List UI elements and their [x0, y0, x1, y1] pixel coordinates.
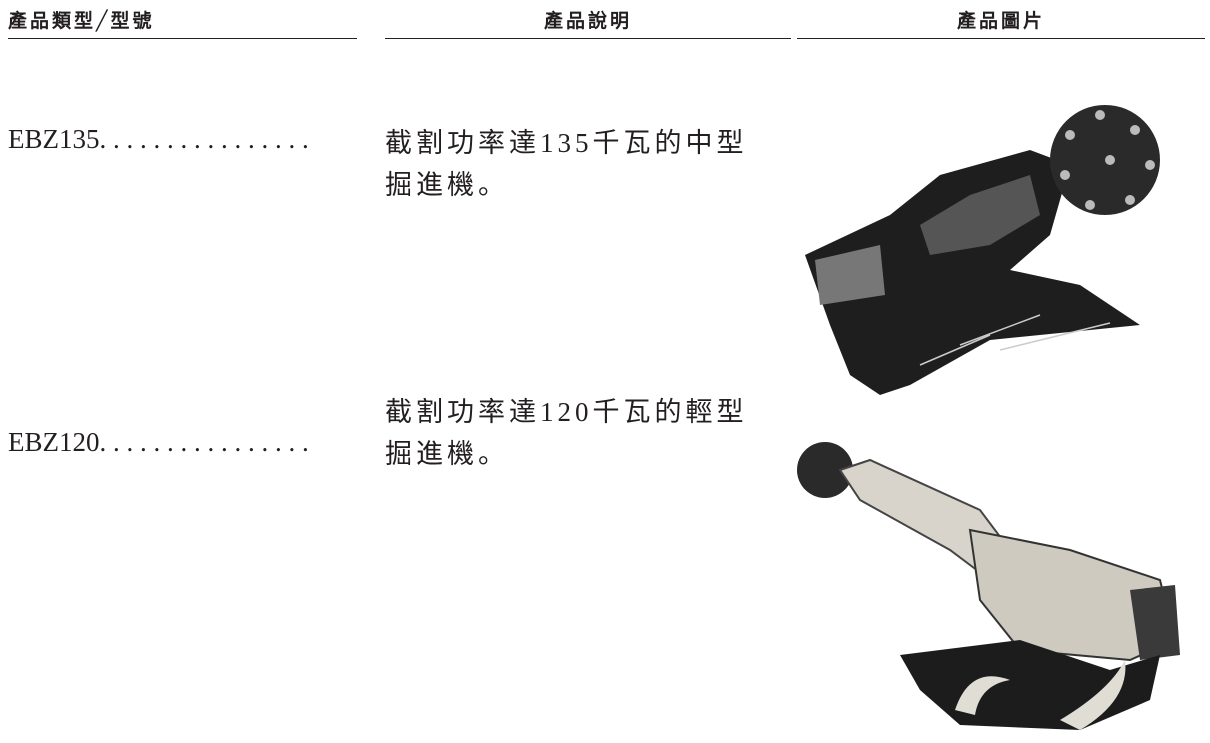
column-header: 產品說明 — [385, 6, 791, 39]
description: 截割功率達120千瓦的輕型掘進機。 — [385, 397, 748, 469]
column-header: 產品類型╱型號 — [8, 6, 357, 39]
column-header: 產品圖片 — [797, 6, 1205, 39]
model-name: EBZ120. . . . . . . . . . . . . . . . — [8, 427, 309, 457]
product-image — [805, 105, 1160, 395]
description: 截割功率達135千瓦的中型掘進機。 — [385, 128, 748, 200]
model-name: EBZ135. . . . . . . . . . . . . . . . — [8, 124, 309, 154]
product-image — [797, 442, 1180, 730]
